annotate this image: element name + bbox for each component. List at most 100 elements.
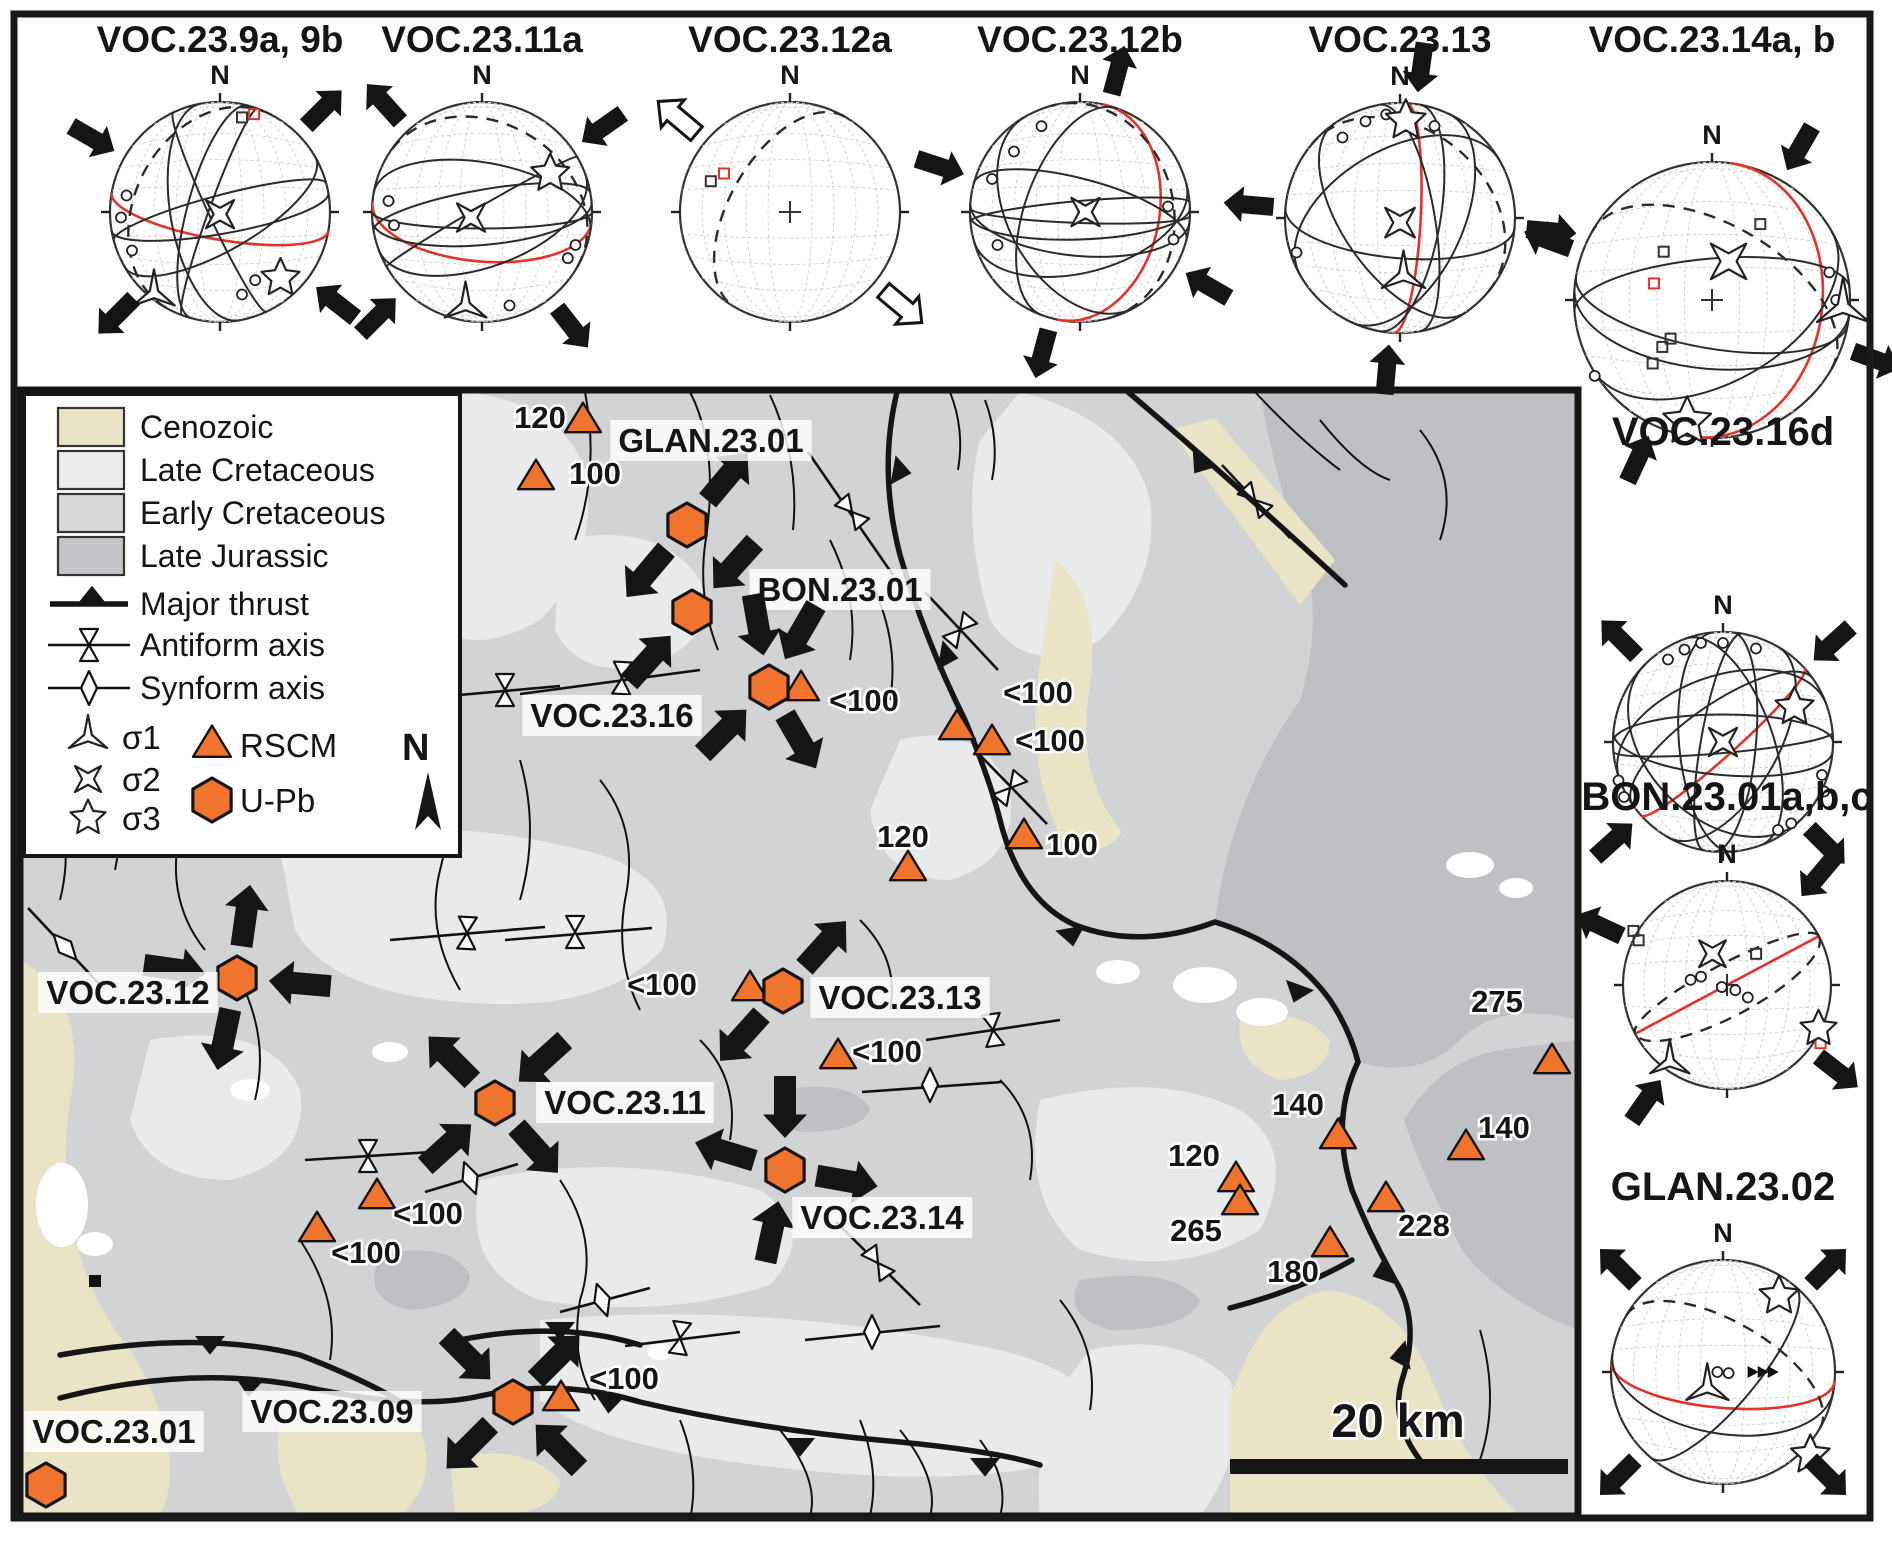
extension-arrow-icon xyxy=(624,542,675,598)
striation-dot-icon xyxy=(1741,991,1754,1004)
striation-dot-icon xyxy=(1290,246,1303,259)
sigma2-icon xyxy=(455,202,487,233)
rscm-triangle-marker xyxy=(297,1210,337,1243)
label-background xyxy=(536,1082,714,1123)
pole-square-icon xyxy=(1648,277,1661,290)
compression-arrow-icon xyxy=(268,960,332,1005)
extension-arrow-icon xyxy=(1804,1453,1847,1496)
extension-arrow-icon xyxy=(775,709,824,769)
rscm-point: 180 xyxy=(1265,1225,1350,1292)
striation-dot-icon xyxy=(1678,643,1691,656)
extension-arrow-icon xyxy=(98,291,141,334)
fault-great-circle xyxy=(1612,732,1834,778)
u-pb-hexagon-marker xyxy=(671,588,713,636)
rscm-triangle-marker xyxy=(1310,1225,1350,1258)
red-great-circle xyxy=(1692,162,1825,439)
stereonet-title-bon-23-01a-b-c: BON.23.01a,b,c xyxy=(1581,775,1872,819)
major-thrust-line xyxy=(997,817,1361,1065)
antiform-axis-icon xyxy=(456,915,478,951)
rscm-point: <100 xyxy=(357,1177,465,1234)
striation-dot-icon xyxy=(1823,266,1836,279)
thrust-tooth-icon xyxy=(1285,979,1315,1003)
label-background xyxy=(522,695,702,736)
striation-dot-icon xyxy=(1428,120,1441,132)
north-label: N xyxy=(402,727,429,769)
late-cretaceous-unit xyxy=(870,735,1012,880)
striation-dot-icon xyxy=(569,239,582,251)
center-cross-icon xyxy=(1701,289,1723,311)
pole-square-icon xyxy=(718,167,730,180)
thrust-tooth-icon xyxy=(1389,1340,1411,1370)
thrust-tooth-icon xyxy=(195,1336,225,1355)
fault-great-circle xyxy=(1284,207,1516,261)
fault-great-circle xyxy=(1677,631,1733,853)
dashed-great-circle xyxy=(1624,1299,1825,1429)
compression-arrow-icon xyxy=(1813,620,1857,662)
rscm-age-value: 180 xyxy=(1267,1254,1319,1289)
antiform-axis-icon xyxy=(941,610,979,650)
late-cretaceous-unit xyxy=(1035,1087,1276,1262)
dashed-great-circle xyxy=(1051,101,1176,320)
sigma3-icon xyxy=(1384,98,1427,139)
striation-dot-icon xyxy=(1662,653,1674,666)
sigma2-icon xyxy=(1070,196,1101,228)
fault-line xyxy=(599,779,641,1011)
extension-arrow-icon xyxy=(550,302,591,348)
rscm-point: 120 xyxy=(1166,1136,1256,1193)
rscm-age-value: <100 xyxy=(1003,675,1073,710)
legend-line-label: Antiform axis xyxy=(140,627,325,663)
rscm-point: 120 xyxy=(875,817,931,882)
sample-site-label: VOC.23.12 xyxy=(46,974,209,1011)
sample-site-bon-23-01: BON.23.01 xyxy=(620,534,931,690)
fault-great-circle xyxy=(1612,713,1834,743)
striation-dot-icon xyxy=(1035,120,1048,133)
sample-site-voc-23-12: VOC.23.12 xyxy=(38,884,332,1070)
extension-arrow-icon xyxy=(796,921,847,975)
legend-unit-row: Early Cretaceous xyxy=(56,492,385,534)
cenozoic-unit xyxy=(1239,1015,1330,1080)
legend-unit-label: Cenozoic xyxy=(140,409,273,445)
rscm-triangle-marker xyxy=(972,723,1012,756)
rscm-triangle-marker xyxy=(1532,1042,1572,1075)
pole-square-icon xyxy=(1646,357,1659,370)
rscm-triangle-marker xyxy=(1220,1183,1260,1216)
extension-arrow-icon xyxy=(695,1128,758,1172)
fault-line xyxy=(1419,429,1448,541)
extension-arrow-icon xyxy=(1599,1248,1642,1291)
pole-square-icon xyxy=(704,175,717,188)
late-cretaceous-unit xyxy=(555,535,705,669)
thrust-tooth-icon xyxy=(1055,925,1085,947)
legend-stress-row: σ1 xyxy=(67,713,161,756)
fault-great-circle xyxy=(123,156,319,278)
unit-window xyxy=(230,1079,270,1101)
stereonet-graticule xyxy=(1576,161,1848,439)
compression-arrow-icon xyxy=(1799,852,1841,897)
fault-line xyxy=(979,1439,1004,1516)
dashed-great-circle xyxy=(1633,931,1820,1035)
thrust-tooth-icon xyxy=(595,1393,625,1414)
late-cretaceous-unit xyxy=(476,1167,793,1308)
antiform-axis-icon xyxy=(494,672,516,708)
extension-arrow-icon xyxy=(699,452,750,508)
striation-dot-icon xyxy=(1722,1367,1735,1380)
rscm-triangle-marker xyxy=(541,1379,581,1412)
compression-arrow-icon xyxy=(438,1327,491,1380)
north-label: N xyxy=(210,60,230,90)
rscm-point: 140 xyxy=(1270,1085,1358,1150)
fault-great-circle xyxy=(1650,1285,1801,1462)
u-pb-hexagon-marker xyxy=(492,1378,534,1426)
rscm-age-value: 120 xyxy=(1168,1138,1220,1173)
compression-arrow-icon xyxy=(581,105,629,146)
late-cretaceous-unit xyxy=(1038,1344,1236,1516)
fault-great-circle xyxy=(1612,732,1834,758)
sample-site-voc-23-13: VOC.23.13 xyxy=(719,921,990,1061)
rscm-point: 228 xyxy=(1366,1180,1452,1246)
compression-arrow-icon xyxy=(518,1031,573,1083)
north-label: N xyxy=(1713,1218,1733,1248)
striation-dot-icon xyxy=(1162,200,1174,213)
rscm-triangle-marker xyxy=(937,708,977,741)
striation-dot-icon xyxy=(1008,145,1020,158)
rscm-age-value: <100 xyxy=(627,967,697,1002)
